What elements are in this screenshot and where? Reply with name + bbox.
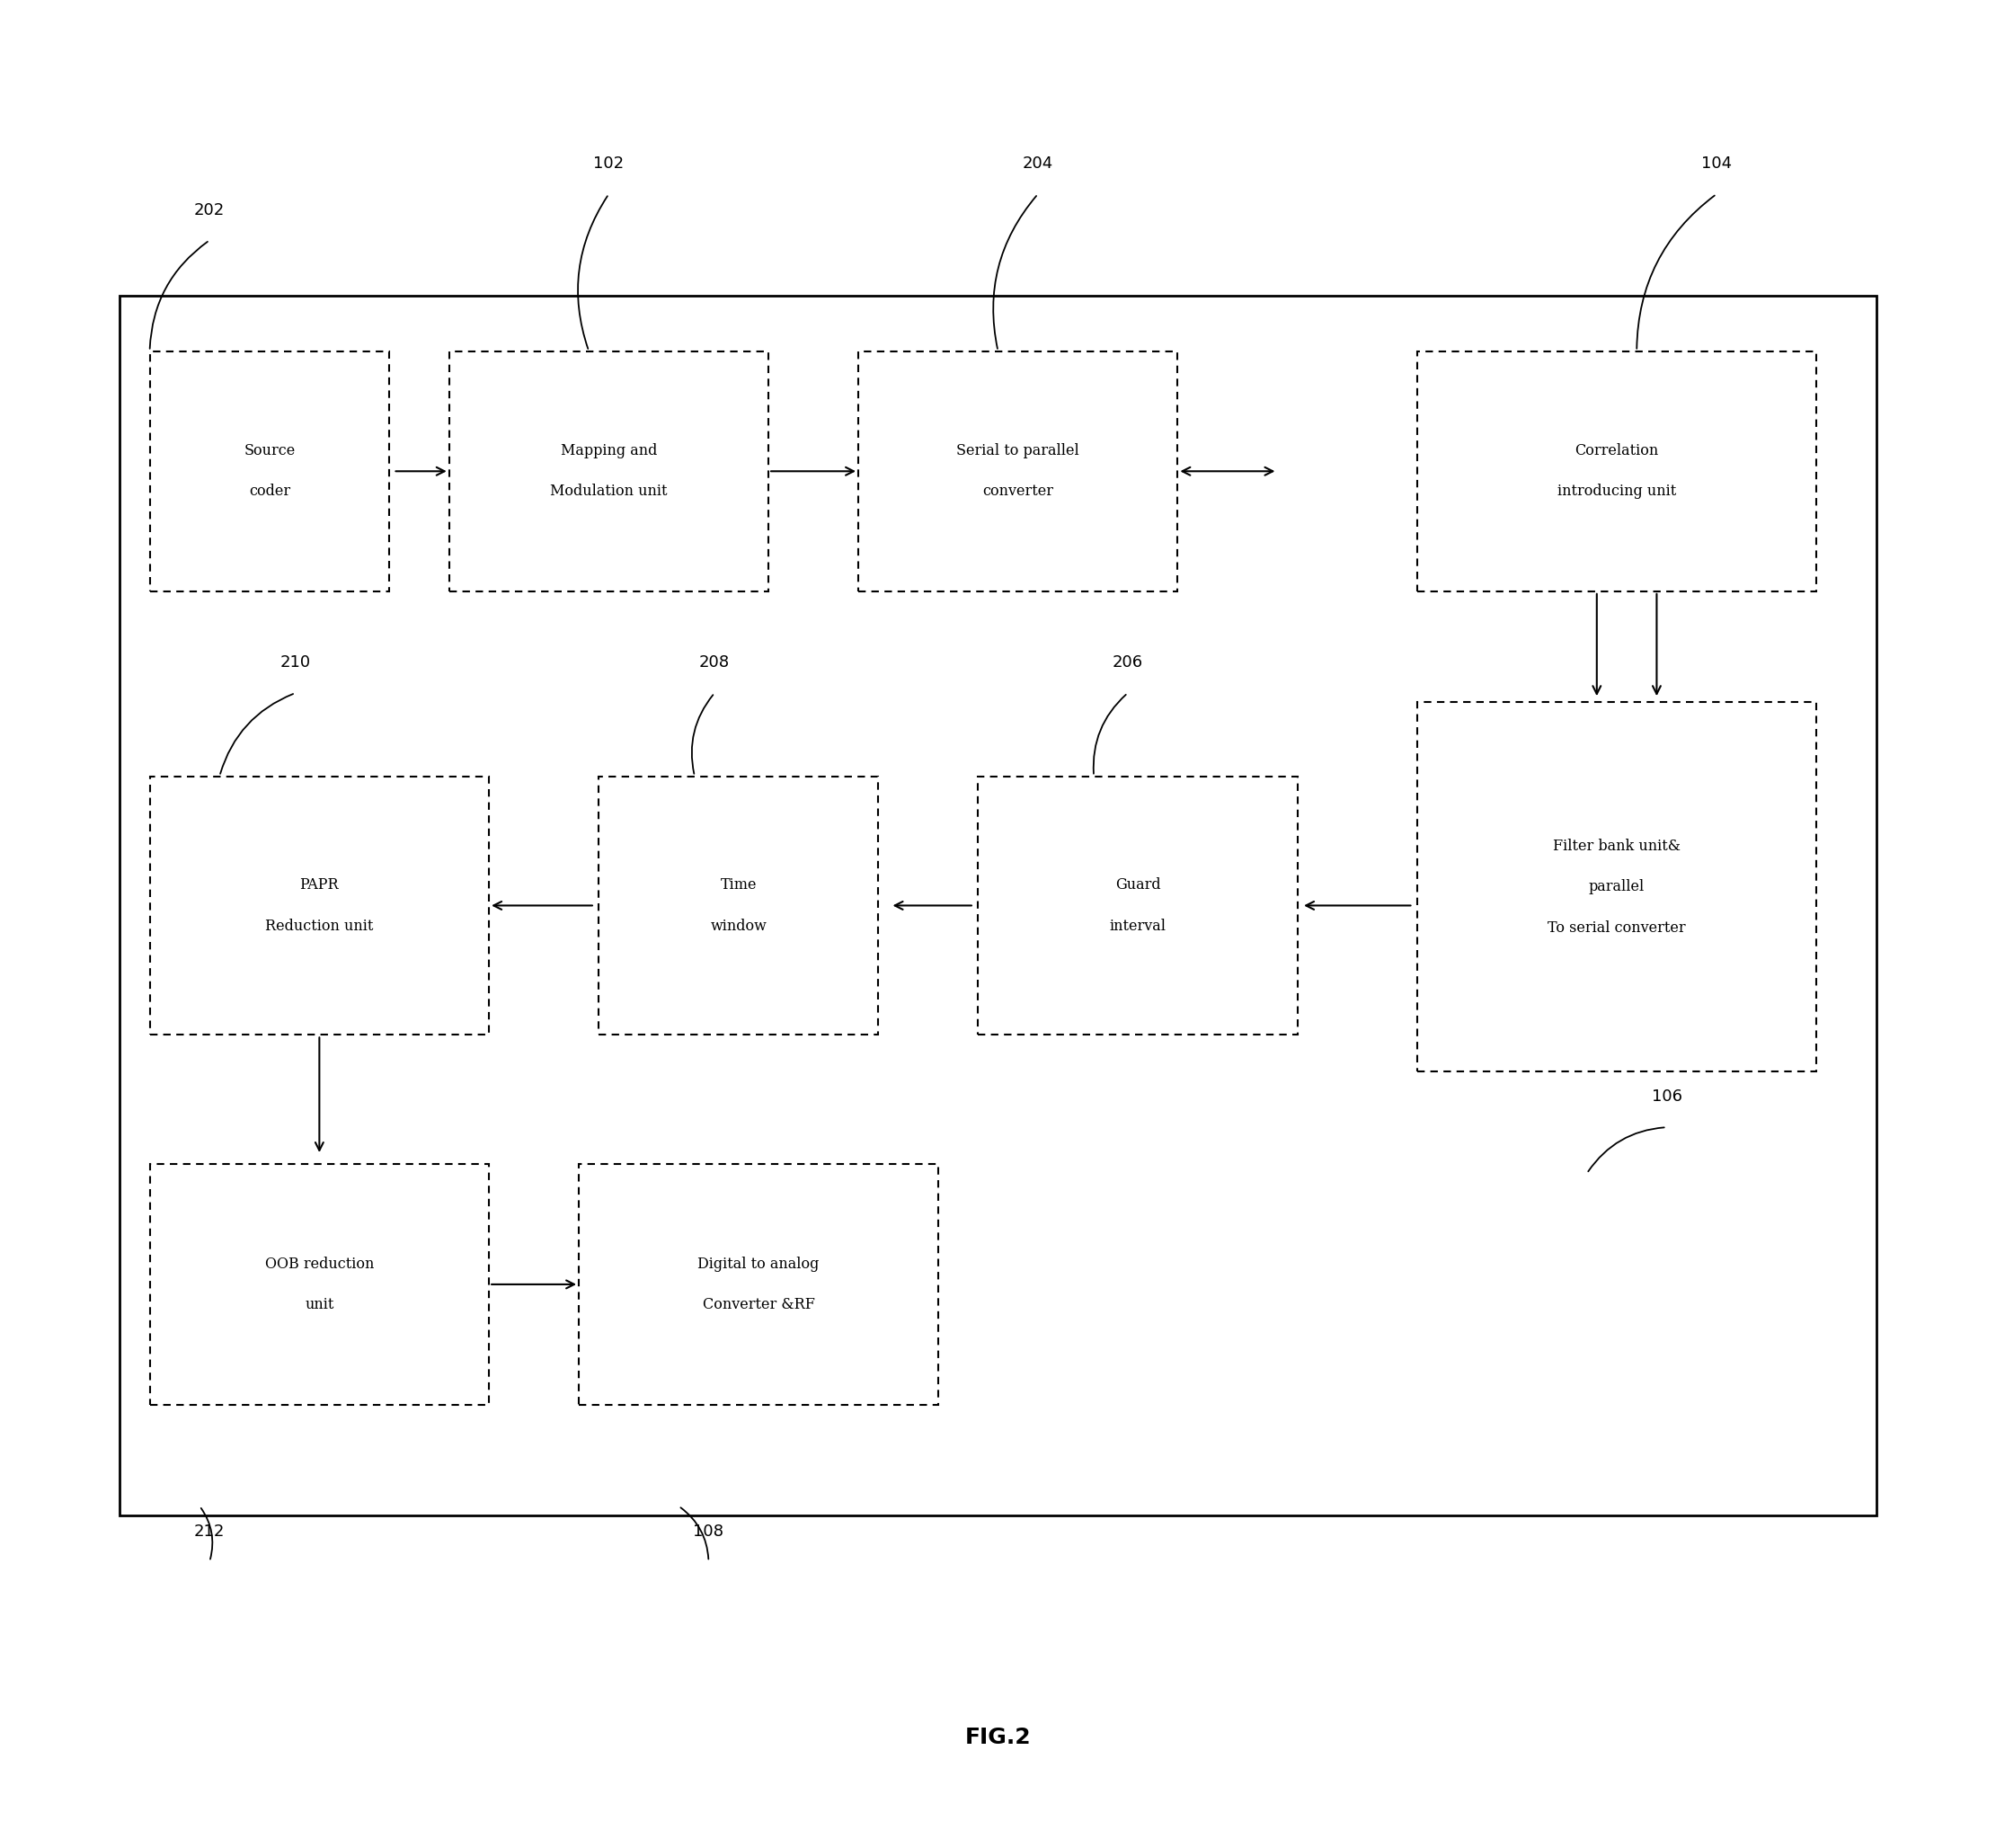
Text: OOB reduction: OOB reduction [265, 1257, 373, 1271]
Bar [150, 351, 389, 591]
Text: To serial converter: To serial converter [1547, 920, 1687, 935]
Bar [120, 296, 1876, 1515]
Bar [599, 776, 878, 1035]
Text: Converter &RF: Converter &RF [703, 1297, 814, 1312]
Bar [1417, 351, 1816, 591]
Text: unit: unit [305, 1297, 333, 1312]
Bar [858, 351, 1178, 591]
Text: Filter bank unit&: Filter bank unit& [1553, 839, 1681, 854]
Text: Correlation: Correlation [1575, 444, 1659, 458]
Text: converter: converter [982, 484, 1054, 499]
Text: Serial to parallel: Serial to parallel [956, 444, 1080, 458]
Text: PAPR: PAPR [299, 878, 339, 893]
Text: FIG.2: FIG.2 [964, 1726, 1032, 1748]
Text: window: window [711, 918, 766, 933]
Text: 210: 210 [279, 654, 311, 671]
Text: Time: Time [721, 878, 756, 893]
Text: 108: 108 [693, 1523, 725, 1539]
Text: 212: 212 [194, 1523, 226, 1539]
Bar [150, 1164, 489, 1404]
Text: 204: 204 [1022, 155, 1054, 172]
Text: 208: 208 [699, 654, 731, 671]
Text: interval: interval [1110, 918, 1166, 933]
Text: Guard: Guard [1116, 878, 1160, 893]
Text: Mapping and: Mapping and [561, 444, 657, 458]
Text: 106: 106 [1651, 1088, 1683, 1105]
Text: Modulation unit: Modulation unit [551, 484, 667, 499]
Text: 202: 202 [194, 201, 226, 218]
Bar [1417, 702, 1816, 1072]
Text: coder: coder [250, 484, 289, 499]
Text: 104: 104 [1701, 155, 1733, 172]
Text: Digital to analog: Digital to analog [699, 1257, 818, 1271]
Text: 102: 102 [593, 155, 625, 172]
Bar [150, 776, 489, 1035]
Text: parallel: parallel [1589, 880, 1645, 894]
Bar [449, 351, 768, 591]
Text: 206: 206 [1112, 654, 1144, 671]
Text: Source: Source [244, 444, 295, 458]
Text: Reduction unit: Reduction unit [265, 918, 373, 933]
Text: introducing unit: introducing unit [1557, 484, 1677, 499]
Bar [579, 1164, 938, 1404]
Bar [978, 776, 1297, 1035]
